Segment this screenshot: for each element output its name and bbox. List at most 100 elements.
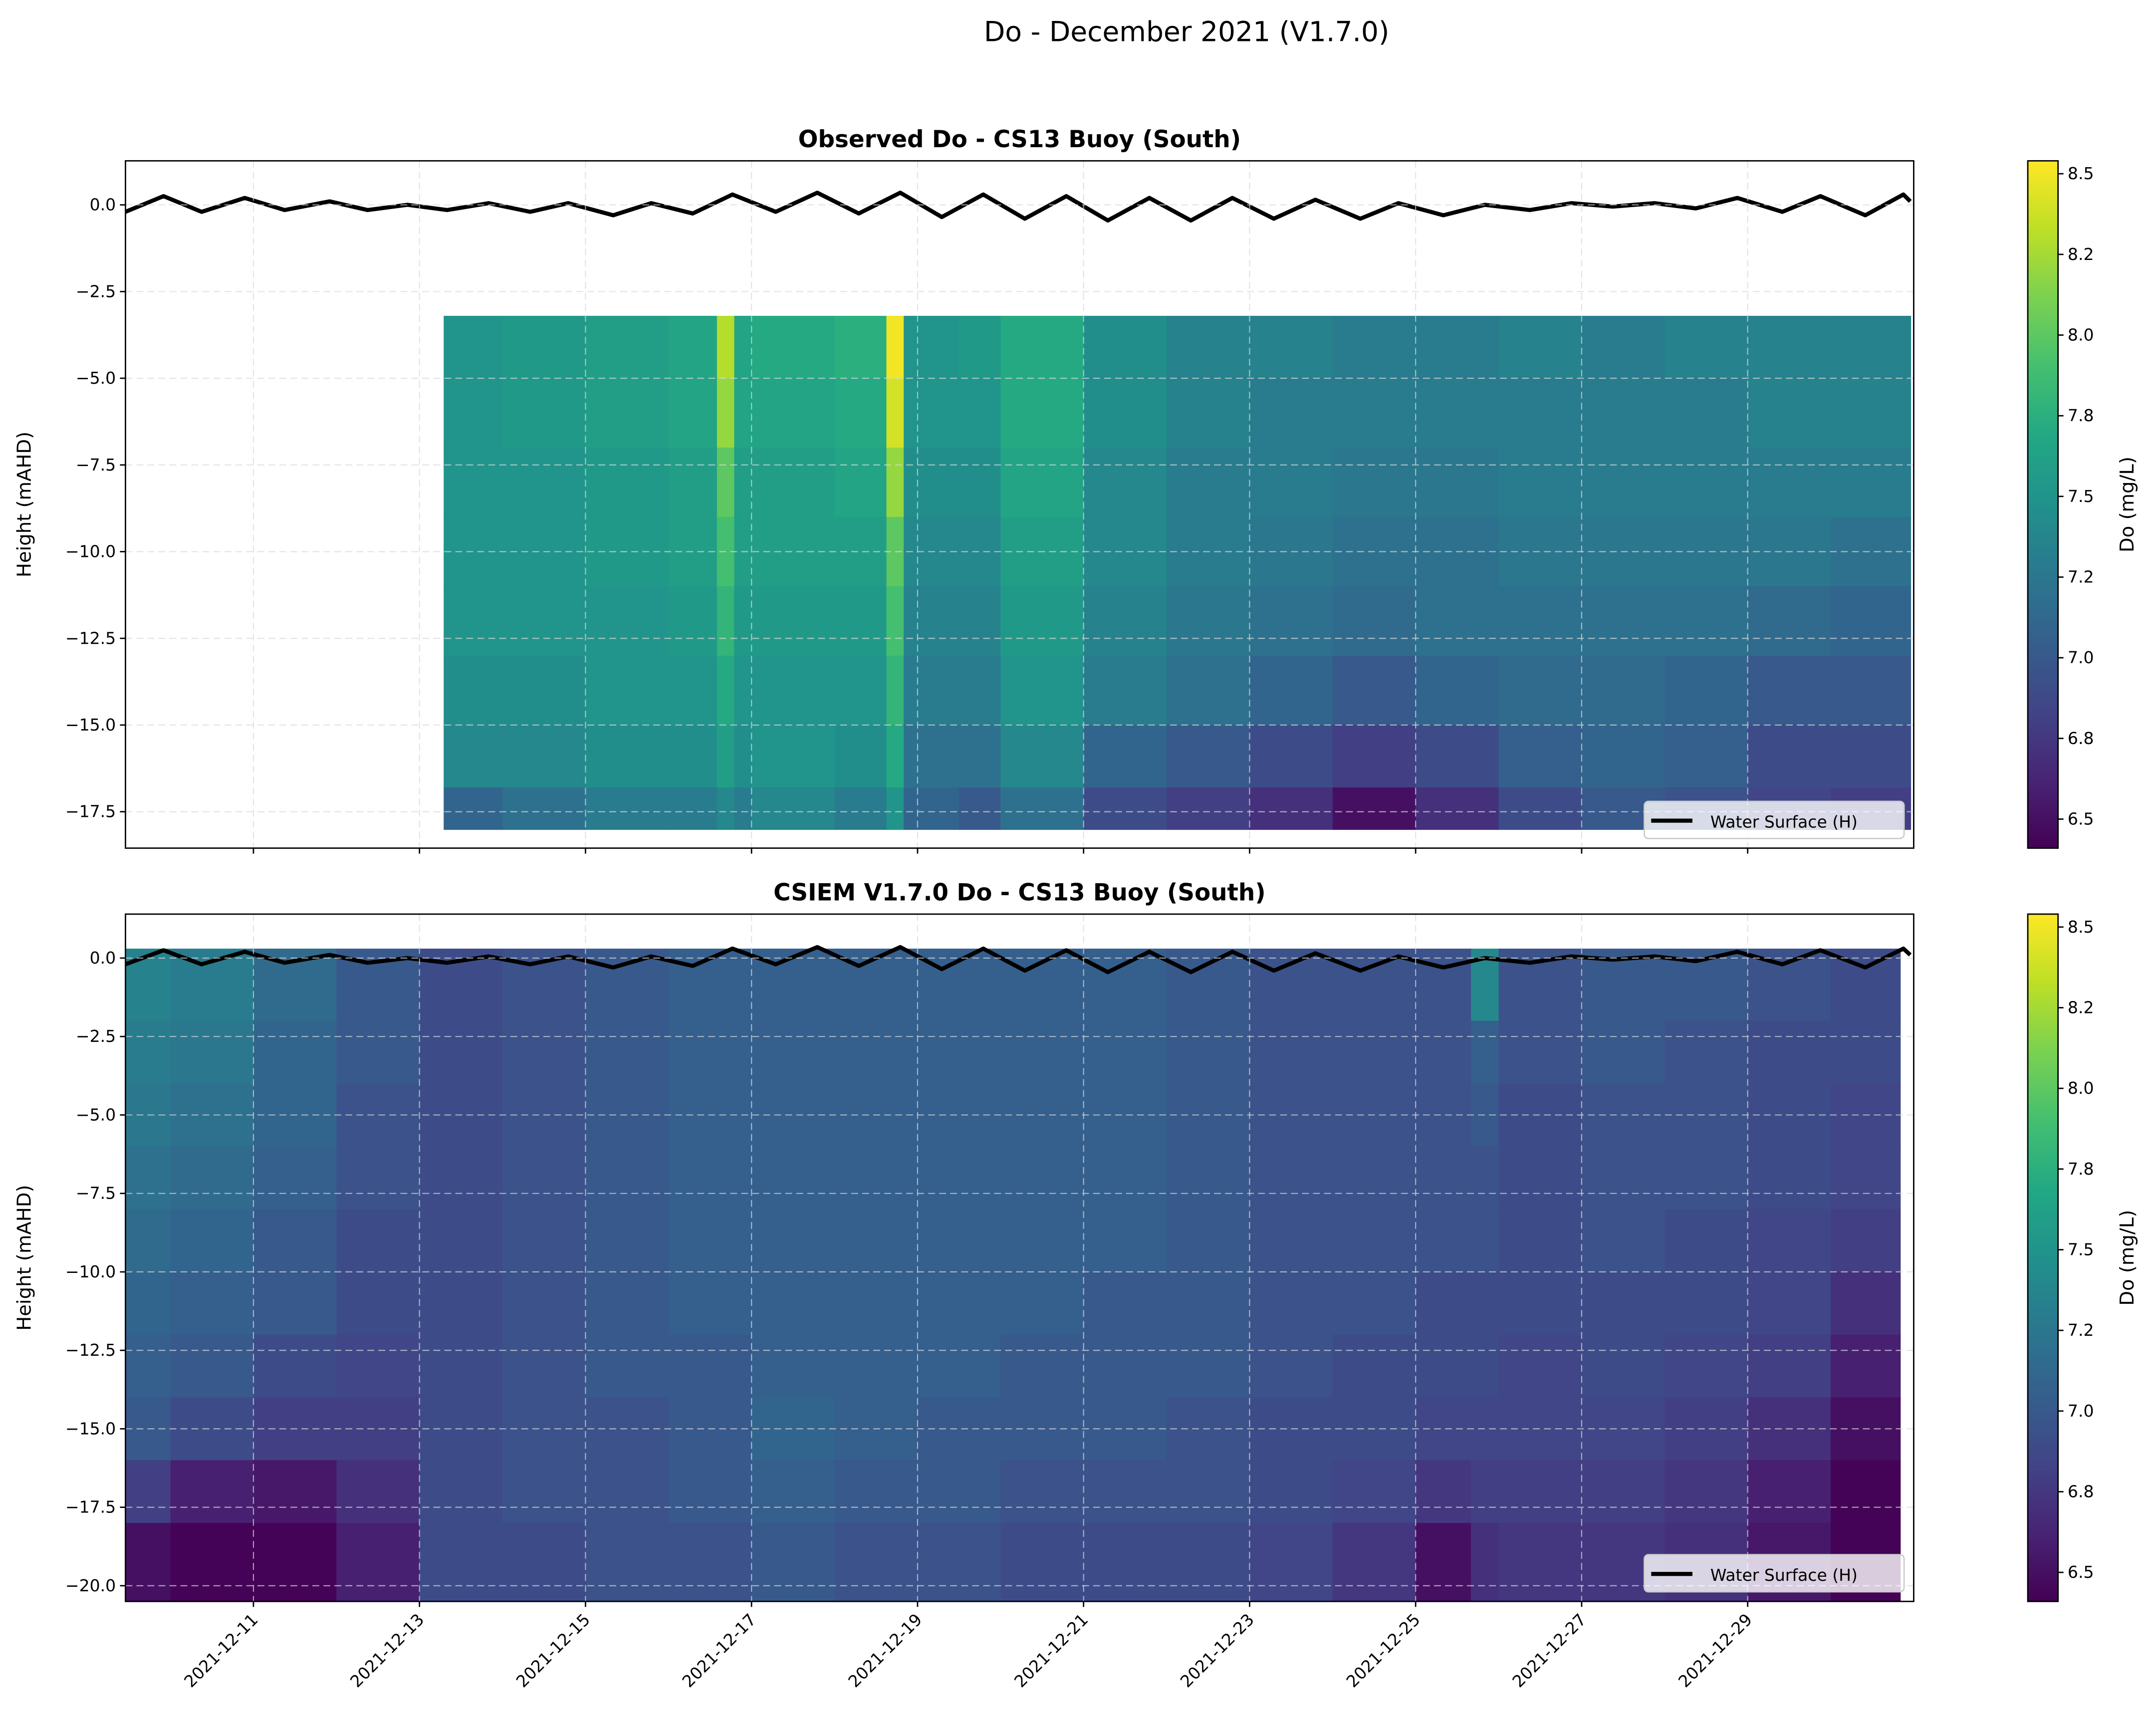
heatmap-cell	[1416, 1523, 1472, 1602]
heatmap-cell	[170, 1146, 254, 1210]
heatmap-cell	[502, 1334, 587, 1399]
heatmap-cell	[1416, 787, 1500, 830]
heatmap-cell	[1332, 315, 1417, 379]
heatmap-cell	[751, 1271, 836, 1336]
heatmap-cell	[1332, 787, 1417, 830]
heatmap-cell	[1471, 1334, 1500, 1399]
heatmap-cell	[444, 586, 503, 657]
heatmap	[125, 945, 1912, 1602]
heatmap-cell	[1831, 1460, 1901, 1524]
heatmap-cell	[1167, 1146, 1251, 1210]
x-tick-label: 2021-12-17	[678, 1610, 759, 1691]
heatmap-cell	[734, 315, 752, 379]
heatmap-cell	[917, 1460, 1001, 1524]
heatmap-cell	[1498, 725, 1583, 788]
heatmap-cell	[751, 1209, 836, 1273]
heatmap-cell	[917, 1020, 1001, 1085]
heatmap-cell	[1416, 1020, 1472, 1085]
heatmap-cell	[253, 1523, 337, 1602]
heatmap-cell	[1498, 315, 1583, 379]
heatmap-cell	[1471, 1020, 1500, 1085]
heatmap-cell	[1831, 725, 1912, 788]
legend: Water Surface (H)	[1644, 800, 1905, 839]
heatmap-cell	[1000, 378, 1085, 449]
heatmap-cell	[585, 1460, 670, 1524]
heatmap-cell	[502, 655, 587, 726]
heatmap-cell	[125, 1271, 172, 1336]
x-tick-label: 2021-12-23	[1177, 1610, 1258, 1691]
heatmap-cell	[444, 315, 503, 379]
heatmap-cell	[1747, 586, 1832, 657]
colorbar-gradient	[2027, 160, 2059, 849]
heatmap-cell	[1083, 1146, 1168, 1210]
heatmap-cell	[170, 1209, 254, 1273]
y-tick-label: 0.0	[90, 195, 116, 215]
heatmap-cell	[1831, 378, 1912, 449]
heatmap-cell	[1665, 448, 1749, 518]
heatmap-cell	[502, 725, 587, 788]
heatmap-cell	[1581, 655, 1666, 726]
heatmap-cell	[1416, 949, 1472, 1022]
colorbar-tick-label: 7.2	[2068, 567, 2094, 587]
colorbar-tick-label: 7.5	[2068, 487, 2094, 506]
heatmap-cell	[959, 448, 1001, 518]
heatmap-cell	[668, 448, 718, 518]
heatmap-cell	[1498, 1146, 1583, 1210]
heatmap-cell	[585, 1020, 670, 1085]
heatmap-cell	[904, 315, 960, 379]
y-tick-label: −10.0	[65, 542, 116, 561]
heatmap-cell	[444, 725, 503, 788]
heatmap-cell	[1665, 655, 1749, 726]
heatmap-cell	[125, 1460, 172, 1524]
heatmap-cell	[1831, 655, 1912, 726]
x-tick-label: 2021-12-21	[1010, 1610, 1092, 1691]
y-tick-label: −15.0	[65, 1419, 116, 1438]
heatmap-cell	[886, 448, 905, 518]
y-tick-label: 0.0	[90, 948, 116, 968]
colorbar-tick-label: 7.5	[2068, 1239, 2094, 1259]
heatmap-cell	[668, 1209, 752, 1273]
heatmap-cell	[1747, 655, 1832, 726]
heatmap-cell	[1249, 655, 1334, 726]
heatmap-cell	[1000, 1334, 1085, 1399]
x-tick-label: 2021-12-29	[1675, 1610, 1756, 1691]
heatmap-cell	[1416, 1460, 1472, 1524]
heatmap-cell	[1249, 1020, 1334, 1085]
heatmap-cell	[717, 655, 735, 726]
figure-title: Do - December 2021 (V1.7.0)	[984, 16, 1390, 48]
heatmap-cell	[253, 1020, 337, 1085]
heatmap-cell	[1249, 949, 1334, 1022]
y-tick-label: −15.0	[65, 715, 116, 735]
heatmap-cell	[1498, 1271, 1583, 1336]
heatmap-cell	[834, 1020, 919, 1085]
water-surface-line	[125, 191, 1912, 223]
heatmap-cell	[502, 586, 587, 657]
heatmap-cell	[1332, 1523, 1417, 1602]
heatmap-cell	[1167, 448, 1251, 518]
heatmap-cell	[1416, 448, 1500, 518]
heatmap-cell	[1416, 1209, 1472, 1273]
heatmap-cell	[717, 448, 735, 518]
y-axis-label: Height (mAHD)	[13, 1185, 35, 1330]
heatmap-cell	[834, 1460, 919, 1524]
heatmap-cell	[834, 1334, 919, 1399]
heatmap-cell	[170, 1460, 254, 1524]
heatmap-cell	[959, 315, 1001, 379]
heatmap-cell	[904, 586, 960, 657]
heatmap-cell	[1498, 378, 1583, 449]
heatmap-cell	[1831, 1334, 1901, 1399]
y-tick-label: −2.5	[76, 1026, 116, 1046]
colorbar-gradient	[2027, 913, 2059, 1602]
heatmap-cell	[959, 725, 1001, 788]
heatmap-cell	[1332, 1460, 1417, 1524]
y-tick-label: −10.0	[65, 1262, 116, 1281]
heatmap-cell	[585, 1271, 670, 1336]
heatmap-cell	[1332, 1334, 1417, 1399]
heatmap-cell	[1747, 725, 1832, 788]
heatmap-cell	[717, 378, 735, 449]
colorbar: 6.5 6.8 7.0 7.2 7.5 7.8 8.0 8.2 8.5 Do (mg/L)	[2027, 160, 2139, 849]
heatmap-cell	[1167, 1523, 1251, 1602]
heatmap-cell	[419, 1209, 503, 1273]
heatmap-cell	[336, 1020, 421, 1085]
heatmap-cell	[959, 787, 1001, 830]
